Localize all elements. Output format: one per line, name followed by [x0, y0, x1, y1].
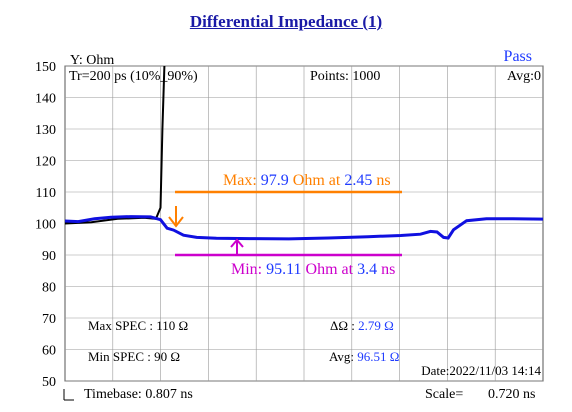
- min-at: 3.4: [357, 261, 377, 278]
- avg-value: 96.51 Ω: [357, 349, 399, 364]
- avg-label: Avg:: [329, 349, 357, 364]
- max-value: 97.9: [261, 172, 289, 189]
- timebase-label: Timebase: 0.807 ns: [84, 387, 193, 402]
- y-tick-label: 50: [42, 375, 56, 390]
- delta-value: 2.79 Ω: [358, 318, 394, 333]
- min-mid: Ohm at: [302, 261, 358, 278]
- min-spec-value: 90 Ω: [154, 349, 180, 364]
- pass-status: Pass: [504, 48, 532, 65]
- y-tick-label: 120: [35, 155, 56, 170]
- min-unit: ns: [377, 261, 395, 278]
- y-tick-label: 80: [42, 281, 56, 296]
- min-spec: Min SPEC : 90 Ω: [88, 349, 180, 364]
- delta-label: ΔΩ :: [330, 318, 358, 333]
- scale-label: Scale=: [425, 387, 463, 402]
- y-tick-label: 100: [35, 218, 56, 233]
- average-count-label: Avg:0: [507, 69, 541, 84]
- delta-ohm: ΔΩ : 2.79 Ω: [330, 318, 394, 333]
- impedance-trace: [64, 215, 544, 241]
- max-spec-value: 110 Ω: [156, 318, 188, 333]
- y-tick-label: 110: [36, 186, 56, 201]
- points-label: Points: 1000: [310, 69, 380, 84]
- max-prefix: Max:: [223, 172, 261, 189]
- min-value: 95.11: [266, 261, 301, 278]
- average-impedance: Avg: 96.51 Ω: [329, 349, 399, 364]
- measurement-date: Date:2022/11/03 14:14: [421, 363, 541, 378]
- y-tick-label: 140: [35, 92, 56, 107]
- chart-title: Differential Impedance (1): [189, 12, 383, 31]
- max-unit: ns: [372, 172, 390, 189]
- max-spec-label: Max SPEC :: [88, 318, 156, 333]
- max-arrow-icon: [168, 206, 184, 228]
- timebase-arrow-icon: [63, 389, 74, 401]
- max-at: 2.45: [344, 172, 372, 189]
- max-mid: Ohm at: [289, 172, 345, 189]
- min-annotation: Min: 95.11 Ohm at 3.4 ns: [231, 261, 395, 278]
- min-prefix: Min:: [231, 261, 266, 278]
- y-tick-label: 150: [35, 60, 56, 75]
- min-spec-label: Min SPEC :: [88, 349, 154, 364]
- y-unit-label: Y: Ohm: [70, 53, 114, 68]
- scale-value: 0.720 ns: [488, 387, 535, 402]
- y-tick-label: 130: [35, 123, 56, 138]
- max-spec: Max SPEC : 110 Ω: [88, 318, 188, 333]
- max-annotation: Max: 97.9 Ohm at 2.45 ns: [223, 172, 391, 189]
- y-tick-label: 60: [42, 344, 56, 359]
- y-tick-label: 90: [42, 249, 56, 264]
- rise-time-label: Tr=200 ps (10%_90%): [69, 69, 198, 84]
- y-axis-ticks: 150 140 130 120 110 100 90 80 70 60 50: [35, 60, 56, 390]
- min-arrow-icon: [230, 238, 244, 256]
- y-tick-label: 70: [42, 312, 56, 327]
- grid: [65, 65, 543, 382]
